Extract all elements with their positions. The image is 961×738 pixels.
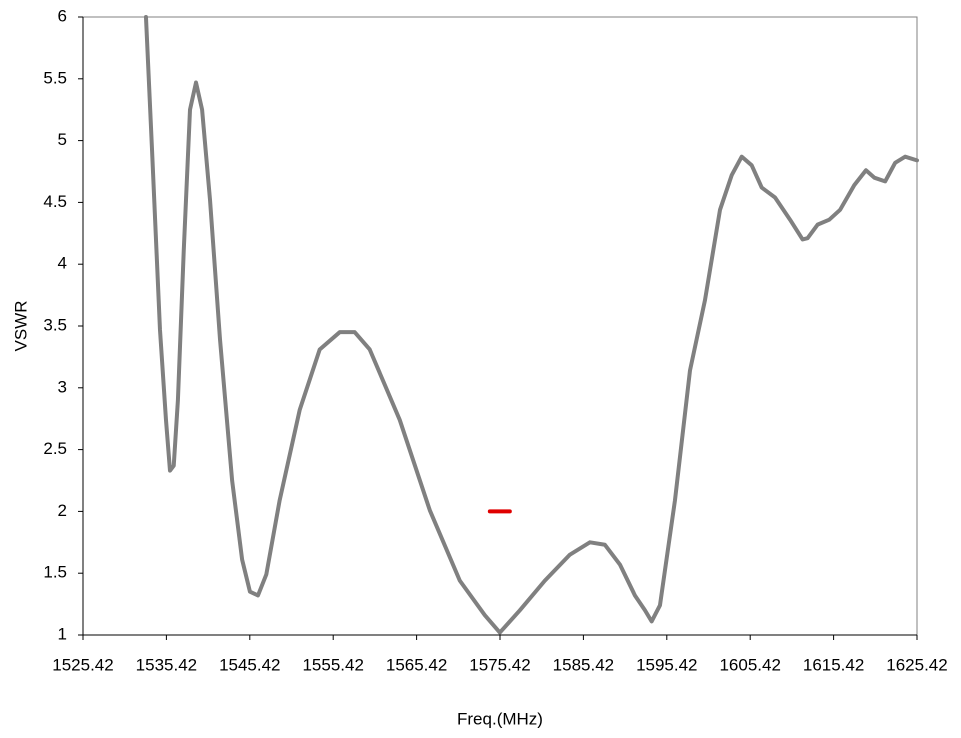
x-tick-label: 1625.42	[886, 655, 947, 674]
y-tick-label: 1	[58, 624, 67, 643]
y-tick-label: 4.5	[43, 192, 67, 211]
x-tick-label: 1615.42	[803, 655, 864, 674]
y-axis-label: VSWR	[11, 301, 30, 352]
x-tick-label: 1575.42	[469, 655, 530, 674]
y-tick-label: 5.5	[43, 68, 67, 87]
x-tick-label: 1595.42	[636, 655, 697, 674]
y-tick-label: 2.5	[43, 439, 67, 458]
plot-frame	[82, 16, 918, 636]
line-series	[143, 15, 919, 635]
x-tick-label: 1555.42	[302, 655, 363, 674]
x-axis-label: Freq.(MHz)	[457, 709, 543, 728]
y-tick-label: 3	[58, 377, 67, 396]
x-tick-label: 1565.42	[386, 655, 447, 674]
y-tick-label: 3.5	[43, 315, 67, 334]
x-tick-label: 1605.42	[719, 655, 780, 674]
x-tick-label: 1535.42	[136, 655, 197, 674]
x-tick-label: 1525.42	[52, 655, 113, 674]
y-tick-label: 6	[58, 6, 67, 25]
x-tick-label: 1545.42	[219, 655, 280, 674]
y-tick-label: 5	[58, 130, 67, 149]
x-tick-label: 1585.42	[553, 655, 614, 674]
y-tick-label: 4	[58, 254, 67, 273]
y-tick-label: 1.5	[43, 563, 67, 582]
y-tick-label: 2	[58, 501, 67, 520]
